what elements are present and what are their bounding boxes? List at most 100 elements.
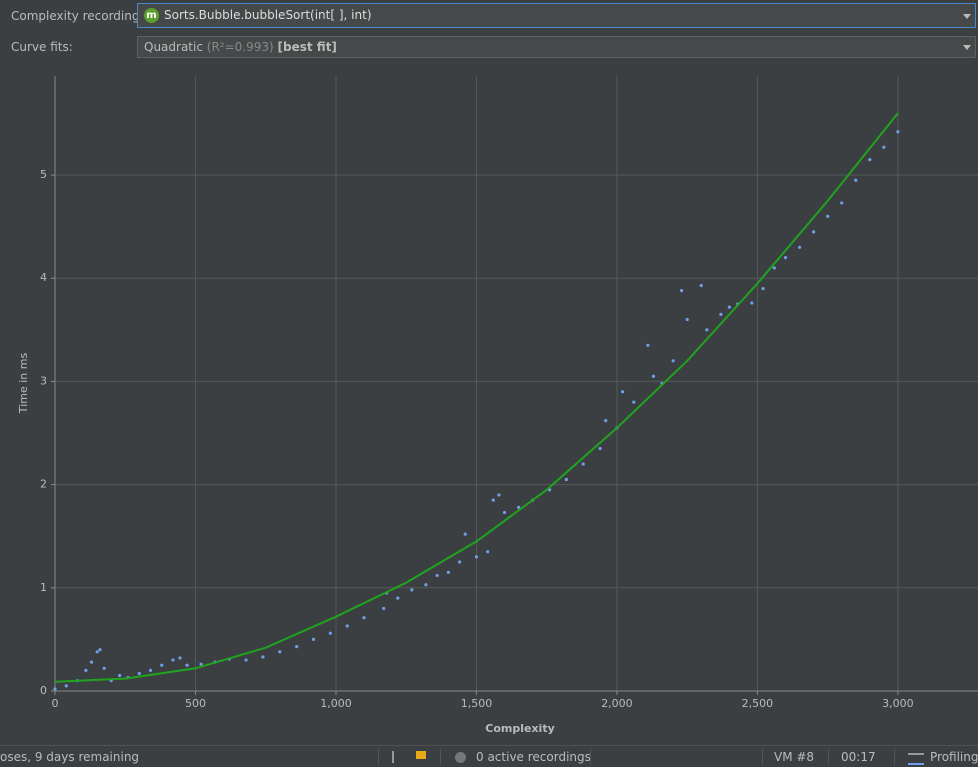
data-point — [719, 312, 723, 316]
data-point — [632, 400, 636, 404]
data-point — [137, 671, 141, 676]
data-point — [797, 245, 802, 249]
fit-name: Quadratic — [144, 40, 203, 54]
data-point — [646, 343, 650, 347]
dropdown-arrow — [963, 13, 971, 19]
separator — [378, 749, 379, 765]
data-point — [896, 130, 900, 134]
data-point — [564, 477, 568, 482]
data-point — [581, 462, 585, 466]
y-tick-label: 4 — [40, 271, 47, 284]
separator — [762, 749, 763, 765]
y-tick-label: 3 — [40, 374, 47, 387]
data-point — [328, 631, 332, 635]
method-icon: m — [144, 8, 159, 23]
data-point — [261, 655, 265, 659]
data-point — [517, 505, 521, 509]
data-point — [102, 666, 106, 670]
data-point — [396, 596, 400, 600]
pin-icon[interactable] — [392, 751, 404, 763]
x-tick-label: 2,500 — [742, 697, 774, 710]
separator — [894, 749, 895, 765]
x-tick-label: 3,000 — [882, 697, 914, 710]
data-point — [362, 616, 366, 620]
data-point — [278, 650, 282, 654]
data-point — [424, 583, 428, 587]
data-point — [474, 555, 479, 559]
data-point — [604, 419, 608, 423]
data-point — [699, 283, 703, 288]
data-point — [502, 510, 507, 515]
data-point — [148, 668, 153, 672]
data-point — [497, 493, 501, 497]
chart: Time in ms Complexity 0 1 2 3 4 5 0 500 1,000 1,5… — [17, 76, 978, 735]
y-axis-label: Time in ms — [17, 353, 30, 415]
data-point — [620, 390, 625, 394]
data-point — [178, 656, 182, 660]
recording-value: Sorts.Bubble.bubbleSort(int[ ], int) — [164, 8, 372, 22]
recording-dropdown[interactable]: m Sorts.Bubble.bubbleSort(int[ ], int) — [137, 3, 976, 28]
fits-label: Curve fits: — [11, 40, 73, 54]
record-icon[interactable] — [455, 752, 466, 763]
x-tick-label: 2,000 — [601, 697, 633, 710]
data-point — [882, 145, 886, 149]
data-point — [84, 668, 88, 672]
x-tick-label: 1,500 — [461, 697, 493, 710]
data-point — [382, 606, 386, 611]
data-point — [199, 662, 203, 666]
vm-id[interactable]: VM #8 — [774, 750, 815, 764]
data-point — [295, 645, 299, 649]
data-point — [410, 588, 414, 592]
data-point — [118, 673, 122, 678]
profiling-icon — [908, 753, 924, 765]
data-point — [671, 359, 675, 363]
dropdown-arrow — [963, 45, 971, 50]
data-point — [826, 214, 830, 218]
data-point — [840, 201, 844, 205]
y-tick-label: 1 — [40, 581, 47, 594]
data-point — [854, 178, 858, 182]
data-point — [463, 532, 467, 536]
fit-r2: (R²=0.993) — [206, 40, 274, 54]
profiling-mode[interactable]: Profiling — [930, 750, 978, 764]
flag-icon[interactable] — [416, 751, 426, 759]
data-point — [651, 374, 656, 378]
x-tick-label: 1,000 — [320, 697, 352, 710]
x-axis-label: Complexity — [485, 722, 555, 735]
fit-curve — [54, 112, 899, 683]
data-point — [812, 230, 816, 234]
data-point — [98, 648, 102, 652]
data-point — [679, 289, 684, 293]
data-point — [491, 498, 495, 502]
y-tick-label: 0 — [40, 684, 47, 697]
data-point — [458, 560, 462, 564]
data-point — [761, 286, 765, 291]
data-point — [727, 305, 731, 309]
data-point — [685, 317, 689, 322]
data-point — [171, 658, 175, 662]
data-point — [53, 687, 57, 691]
fit-tag: [best fit] — [277, 40, 337, 54]
data-point — [244, 658, 248, 662]
data-point — [446, 570, 450, 574]
y-tick-label: 5 — [40, 168, 47, 181]
fits-dropdown[interactable]: Quadratic (R²=0.993) [best fit] — [137, 36, 976, 58]
fit-value: Quadratic (R²=0.993) [best fit] — [144, 40, 337, 54]
data-point — [705, 328, 709, 332]
data-point — [345, 624, 349, 628]
data-point — [185, 663, 189, 667]
data-point — [160, 663, 164, 667]
recordings-count: 0 active recordings — [476, 750, 591, 764]
data-point — [435, 573, 439, 578]
data-point — [750, 301, 754, 305]
data-point — [311, 637, 316, 642]
x-tick-label: 0 — [52, 697, 59, 710]
data-point — [868, 157, 872, 162]
separator — [828, 749, 829, 765]
status-bar: oses, 9 days remaining 0 active recordin… — [0, 745, 978, 767]
separator — [590, 749, 591, 765]
data-point — [95, 650, 99, 654]
data-point — [486, 550, 490, 554]
x-tick-label: 500 — [185, 697, 206, 710]
